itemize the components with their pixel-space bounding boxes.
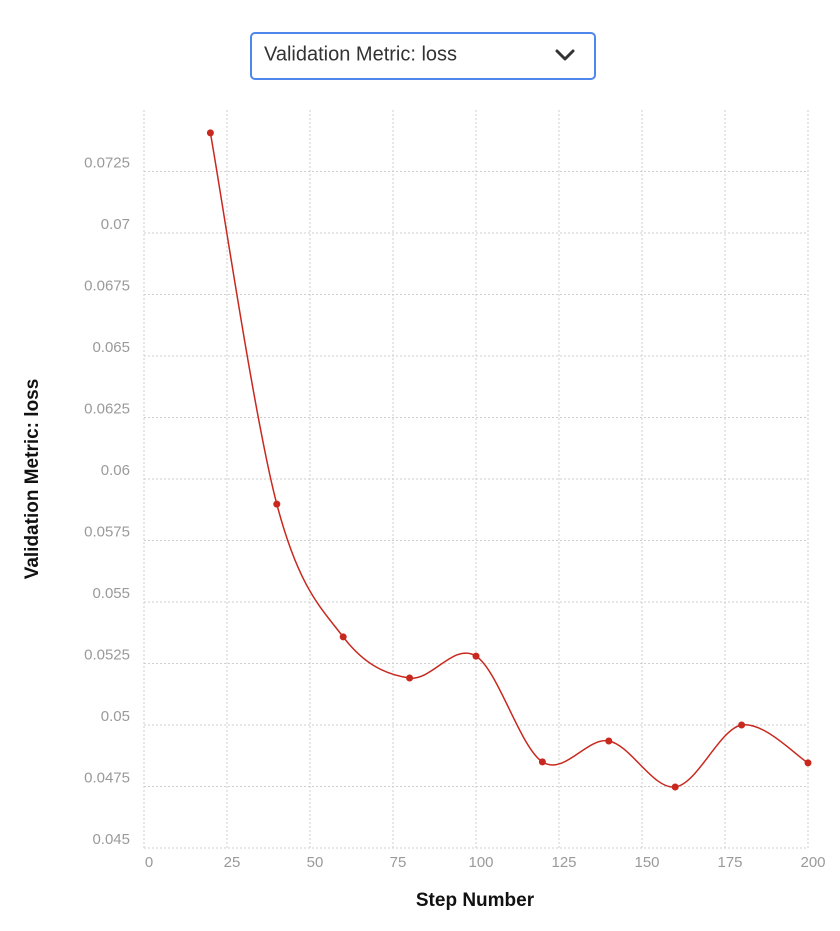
y-axis-label: Validation Metric: loss	[22, 379, 43, 580]
x-tick-label: 200	[800, 854, 825, 871]
x-tick-label: 50	[307, 854, 324, 871]
x-tick-label: 125	[551, 854, 576, 871]
data-point	[605, 737, 613, 745]
y-tick-label: 0.0475	[84, 769, 130, 786]
y-tick-label: 0.045	[92, 831, 130, 848]
x-tick-label: 25	[224, 854, 241, 871]
data-point	[273, 500, 281, 508]
series-line	[209, 132, 809, 788]
y-tick-label: 0.0575	[84, 523, 130, 540]
data-point	[804, 759, 812, 767]
x-tick-label: 75	[390, 854, 407, 871]
data-point	[671, 783, 679, 791]
x-tick-label: 175	[717, 854, 742, 871]
data-point	[206, 129, 214, 137]
data-point	[738, 721, 746, 729]
data-point	[472, 652, 480, 660]
y-tick-label: 0.0675	[84, 277, 130, 294]
dropdown-box[interactable]	[250, 32, 596, 80]
x-tick-label: 100	[468, 854, 493, 871]
data-point	[406, 674, 414, 682]
x-tick-label: 0	[145, 854, 153, 871]
y-tick-label: 0.06	[101, 462, 130, 479]
y-tick-label: 0.065	[92, 339, 130, 356]
x-axis-label: Step Number	[416, 890, 535, 911]
data-point	[538, 758, 546, 766]
metric-dropdown[interactable]: Validation Metric: loss	[250, 32, 596, 80]
y-tick-label: 0.055	[92, 585, 130, 602]
data-point	[339, 633, 347, 641]
y-tick-label: 0.07	[101, 216, 130, 233]
dropdown-label[interactable]: Validation Metric: loss	[264, 43, 457, 65]
y-tick-label: 0.0725	[84, 154, 130, 171]
y-tick-label: 0.05	[101, 708, 130, 725]
dropdown-chevron[interactable]	[555, 49, 575, 61]
x-tick-label: 150	[634, 854, 659, 871]
y-tick-label: 0.0625	[84, 400, 130, 417]
y-tick-label: 0.0525	[84, 646, 130, 663]
